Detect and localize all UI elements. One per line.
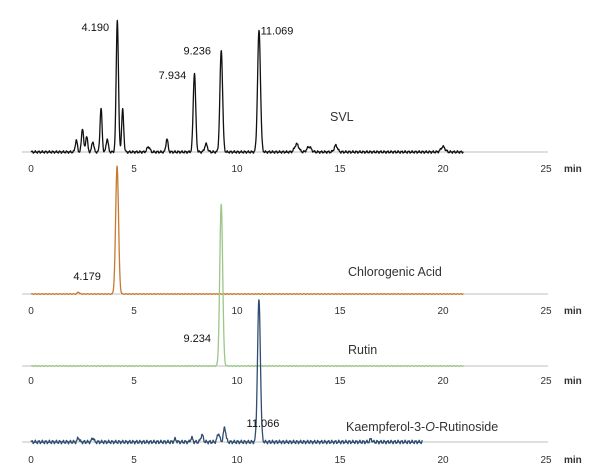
x-tick-label: 0 xyxy=(28,455,34,466)
peak-label: 11.066 xyxy=(247,418,280,430)
peak-label: 9.236 xyxy=(183,45,211,57)
x-tick-label: 10 xyxy=(231,306,243,317)
x-tick-label: 15 xyxy=(334,164,346,175)
x-tick-label: 0 xyxy=(28,376,34,387)
trace-name: SVL xyxy=(330,110,354,124)
x-tick-label: 0 xyxy=(28,164,34,175)
x-tick-label: 20 xyxy=(437,455,449,466)
x-tick-label: 10 xyxy=(231,455,243,466)
x-axis-unit: min xyxy=(564,164,582,175)
trace-name: Chlorogenic Acid xyxy=(348,265,442,279)
peak-label: 7.934 xyxy=(159,70,187,82)
x-tick-label: 25 xyxy=(540,376,552,387)
panel-1: 0 5 10 15 20 25 min 4.190 7.934 9.236 11.069 SVL xyxy=(22,19,582,175)
x-tick-label: 25 xyxy=(540,306,552,317)
x-tick-label: 15 xyxy=(334,306,346,317)
x-axis-unit: min xyxy=(564,376,582,387)
peak-label: 9.234 xyxy=(183,333,211,345)
panel-3: 0 5 10 15 20 25 min 9.234 Rutin xyxy=(22,203,582,387)
x-tick-label: 15 xyxy=(334,455,346,466)
x-tick-label: 25 xyxy=(540,164,552,175)
x-tick-label: 20 xyxy=(437,376,449,387)
trace-name: Kaempferol-3-O-Rutinoside xyxy=(346,420,498,434)
x-tick-label: 15 xyxy=(334,376,346,387)
x-tick-label: 5 xyxy=(131,455,137,466)
peak-label: 4.190 xyxy=(82,22,110,34)
peak-label: 4.179 xyxy=(73,271,101,283)
x-axis-unit: min xyxy=(564,455,582,466)
trace-line xyxy=(30,203,465,368)
x-tick-label: 25 xyxy=(540,455,552,466)
x-tick-label: 10 xyxy=(231,376,243,387)
x-tick-label: 5 xyxy=(131,376,137,387)
x-tick-label: 20 xyxy=(437,306,449,317)
trace-line xyxy=(30,165,465,296)
x-axis-unit: min xyxy=(564,306,582,317)
x-tick-label: 20 xyxy=(437,164,449,175)
x-tick-label: 5 xyxy=(131,164,137,175)
x-tick-label: 5 xyxy=(131,306,137,317)
x-tick-label: 0 xyxy=(28,306,34,317)
panel-4: 0 5 10 15 20 25 min 11.066 Kaempferol-3-O-Rutino… xyxy=(22,299,582,466)
panel-2: 0 5 10 15 20 25 min 4.179 Chlorogenic Acid xyxy=(22,165,582,317)
trace-line xyxy=(30,19,465,154)
chromatogram-panels: 0 5 10 15 20 25 min 4.190 7.934 9.236 11.069 SVL 0 5 1… xyxy=(22,19,582,466)
x-tick-label: 10 xyxy=(231,164,243,175)
trace-name: Rutin xyxy=(348,343,377,357)
peak-label: 11.069 xyxy=(261,26,294,38)
trace-line xyxy=(30,299,423,445)
